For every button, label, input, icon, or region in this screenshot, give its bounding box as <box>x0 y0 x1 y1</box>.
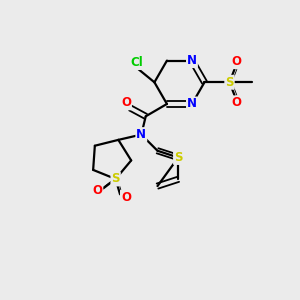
Text: O: O <box>121 191 131 204</box>
Text: S: S <box>111 172 120 185</box>
Text: N: N <box>136 128 146 141</box>
Text: N: N <box>187 54 197 67</box>
Text: O: O <box>92 184 102 197</box>
Text: O: O <box>232 96 242 110</box>
Text: Cl: Cl <box>130 56 143 69</box>
Text: S: S <box>225 76 234 89</box>
Text: S: S <box>174 151 182 164</box>
Text: N: N <box>187 98 197 110</box>
Text: O: O <box>121 96 131 109</box>
Text: O: O <box>232 55 242 68</box>
